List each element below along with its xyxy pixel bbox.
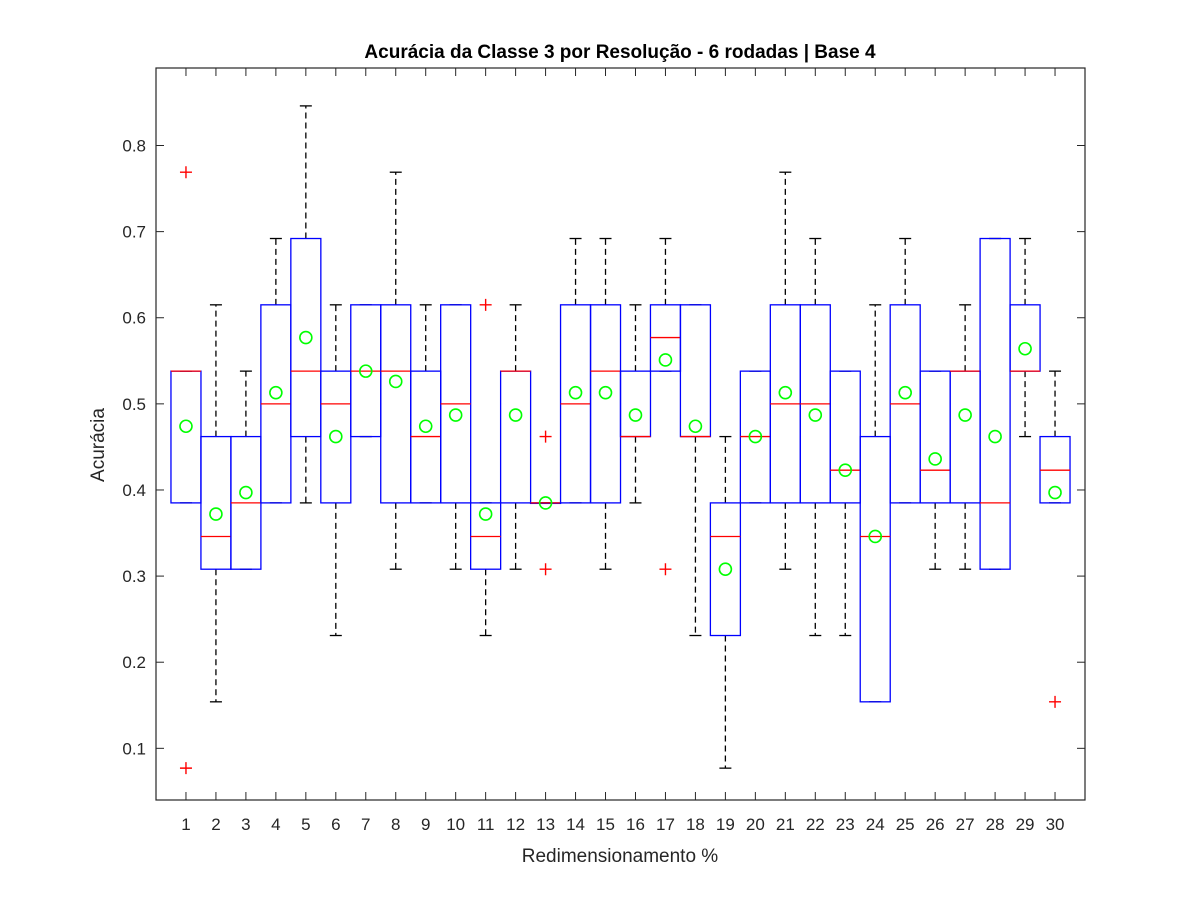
outlier-marker — [179, 166, 192, 179]
x-tick-label: 1 — [181, 815, 190, 834]
x-axis-label: Redimensionamento % — [522, 846, 719, 867]
x-tick-label: 20 — [746, 815, 765, 834]
x-tick-label: 2 — [211, 815, 220, 834]
mean-marker — [508, 408, 523, 422]
mean-marker — [658, 353, 673, 367]
mean-marker — [688, 419, 703, 434]
x-tick-label: 4 — [271, 815, 280, 834]
mean-marker — [329, 429, 343, 444]
mean-marker — [448, 408, 463, 422]
box — [979, 237, 1011, 570]
x-tick-label: 30 — [1046, 815, 1065, 834]
mean-marker — [988, 429, 1002, 444]
mean-marker — [388, 374, 403, 389]
mean-marker — [538, 496, 553, 510]
x-tick-label: 8 — [391, 815, 400, 834]
y-tick-label: 0.4 — [122, 481, 146, 500]
axes-frame — [155, 67, 1086, 801]
mean-marker — [598, 385, 613, 400]
mean-marker — [1018, 341, 1032, 356]
x-tick-label: 5 — [301, 815, 310, 834]
chart-title: Acurácia da Classe 3 por Resolução - 6 r… — [364, 42, 876, 63]
x-tick-label: 7 — [361, 815, 370, 834]
x-tick-label: 24 — [866, 815, 885, 834]
y-tick-label: 0.7 — [122, 223, 146, 242]
x-tick-label: 11 — [477, 815, 495, 834]
x-tick-label: 15 — [596, 815, 615, 834]
mean-marker — [358, 364, 373, 378]
box — [859, 435, 891, 703]
mean-marker — [418, 419, 433, 434]
outlier-marker — [479, 298, 492, 311]
x-tick-label: 18 — [686, 815, 705, 834]
box — [290, 237, 322, 438]
mean-marker — [718, 562, 733, 577]
y-tick-label: 0.5 — [122, 395, 146, 414]
mean-marker — [568, 385, 583, 400]
mean-marker — [838, 463, 853, 477]
y-tick-label: 0.3 — [122, 567, 146, 586]
mean-marker — [628, 408, 643, 422]
outlier-marker — [1049, 695, 1062, 708]
mean-marker — [808, 408, 823, 422]
outlier-marker — [659, 563, 672, 576]
x-tick-label: 22 — [806, 815, 825, 834]
outlier-marker — [179, 762, 192, 775]
y-axis-label: Acurácia — [88, 408, 109, 482]
mean-marker — [778, 385, 793, 400]
outlier-marker — [539, 563, 552, 576]
mean-marker — [478, 507, 493, 521]
mean-marker — [748, 429, 763, 444]
x-tick-label: 27 — [956, 815, 975, 834]
x-tick-label: 3 — [241, 815, 250, 834]
mean-marker — [928, 452, 942, 466]
x-tick-label: 16 — [626, 815, 645, 834]
mean-marker — [1048, 485, 1062, 500]
x-tick-label: 25 — [896, 815, 915, 834]
outlier-marker — [539, 430, 552, 443]
x-tick-label: 9 — [421, 815, 430, 834]
mean-marker — [239, 485, 253, 500]
x-tick-label: 12 — [506, 815, 525, 834]
x-tick-label: 13 — [536, 815, 555, 834]
mean-marker — [209, 507, 223, 521]
x-tick-label: 19 — [716, 815, 735, 834]
box — [709, 502, 742, 637]
mean-marker — [299, 330, 313, 345]
mean-marker — [898, 385, 912, 400]
y-tick-label: 0.8 — [122, 137, 146, 156]
mean-marker — [958, 408, 972, 422]
y-tick-label: 0.6 — [122, 309, 146, 328]
plot-area: 0.10.20.30.40.50.60.70.81 2 3 4 5 6 7 8 9 10 11 12 1… — [122, 67, 1086, 834]
x-tick-label: 6 — [331, 815, 340, 834]
x-tick-label: 26 — [926, 815, 945, 834]
x-tick-label: 21 — [776, 815, 795, 834]
y-tick-label: 0.2 — [122, 653, 146, 672]
x-tick-label: 29 — [1016, 815, 1035, 834]
mean-marker — [179, 419, 193, 434]
x-tick-label: 10 — [446, 815, 465, 834]
mean-marker — [868, 529, 883, 544]
x-tick-label: 14 — [566, 815, 585, 834]
mean-marker — [269, 385, 283, 400]
y-tick-label: 0.1 — [122, 739, 146, 758]
x-tick-label: 28 — [986, 815, 1005, 834]
x-tick-label: 23 — [836, 815, 855, 834]
x-tick-label: 17 — [656, 815, 675, 834]
